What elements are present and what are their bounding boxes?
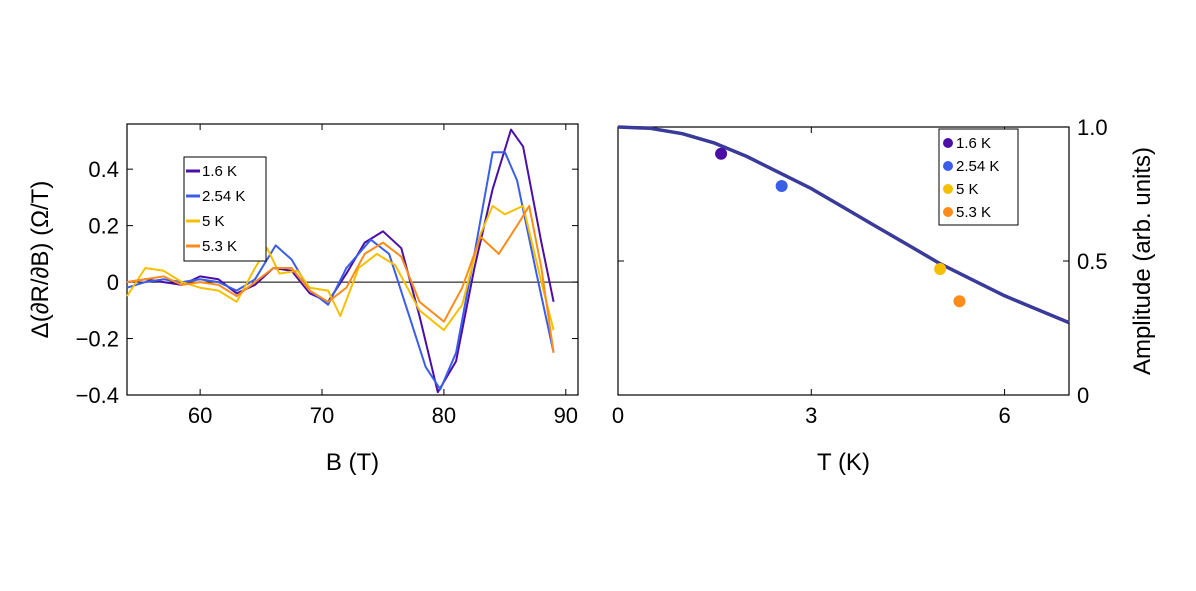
- legend-label: 1.6 K: [202, 163, 237, 180]
- legend-marker: [943, 161, 953, 171]
- y-tick-label: 0.5: [1077, 249, 1108, 274]
- x-tick-label: 90: [554, 403, 578, 428]
- series-line-1-6-K: [126, 128, 555, 394]
- legend-marker: [943, 207, 953, 217]
- y-tick-label: 0.4: [88, 157, 119, 182]
- data-point-2-54-K: [775, 179, 788, 192]
- legend-marker: [943, 184, 953, 194]
- legend-label: 2.54 K: [202, 188, 245, 205]
- y-axis-label: Amplitude (arb. units): [1129, 147, 1156, 375]
- x-tick-label: 3: [805, 403, 817, 428]
- fit-curve: [617, 125, 1070, 325]
- legend-marker: [943, 138, 953, 148]
- series-line-5-3-K: [126, 204, 555, 353]
- x-axis-label: T (K): [817, 449, 870, 476]
- plot-frame: [126, 123, 579, 396]
- y-tick-label: 1.0: [1077, 115, 1108, 140]
- legend-label: 1.6 K: [956, 135, 991, 152]
- y-tick-label: 0: [1077, 383, 1089, 408]
- legend-label: 5.3 K: [956, 204, 991, 221]
- legend-label: 2.54 K: [956, 158, 999, 175]
- x-tick-label: 0: [612, 403, 624, 428]
- y-tick-label: −0.4: [76, 383, 119, 408]
- data-point-1-6-K: [715, 147, 728, 160]
- legend-label: 5.3 K: [202, 238, 237, 255]
- series-line-5-K: [126, 204, 555, 332]
- legend-box: [183, 156, 267, 262]
- legend-label: 5 K: [202, 213, 225, 230]
- x-axis-label: B (T): [326, 449, 379, 476]
- x-tick-label: 70: [310, 403, 334, 428]
- x-tick-label: 60: [188, 403, 212, 428]
- y-tick-label: 0: [107, 270, 119, 295]
- data-point-5-3-K: [953, 295, 966, 308]
- right-chart: 0 3 6 0 0.5 1.0 T (K) Amplitude (arb. units) 1.6…: [612, 115, 1156, 476]
- series-line-2-54-K: [126, 151, 555, 391]
- legend-label: 5 K: [956, 181, 979, 198]
- left-chart: 60 70 80 90 −0.4 −0.2 0 0.2 0.4 B (T) Δ(∂R/∂B) (Ω/…: [27, 123, 579, 476]
- data-point-5-K: [934, 263, 947, 276]
- y-axis-label: Δ(∂R/∂B) (Ω/T): [27, 181, 54, 339]
- x-tick-label: 6: [998, 403, 1010, 428]
- x-tick-label: 80: [432, 403, 456, 428]
- y-tick-label: 0.2: [88, 214, 119, 239]
- y-tick-label: −0.2: [76, 327, 119, 352]
